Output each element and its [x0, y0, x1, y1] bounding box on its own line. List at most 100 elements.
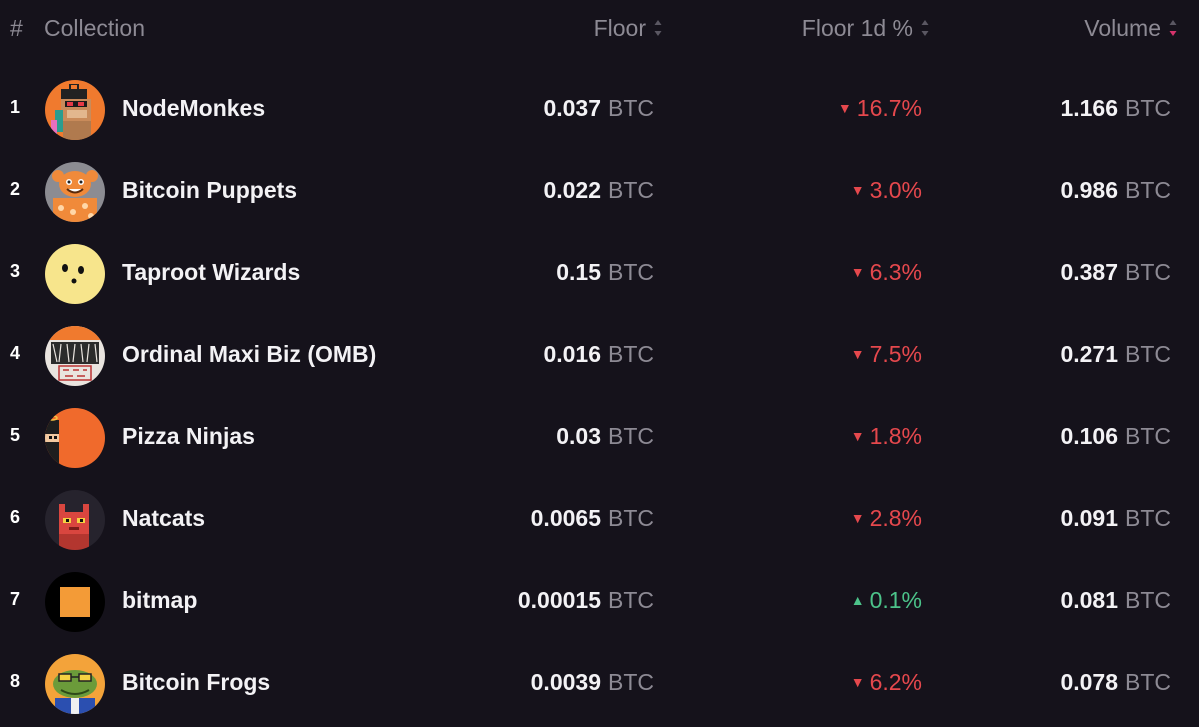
- rank-number: 8: [10, 671, 21, 691]
- volume-unit: BTC: [1125, 669, 1171, 695]
- down-arrow-icon: ▼: [850, 674, 865, 690]
- rank-column-header: #: [10, 15, 23, 41]
- floor-price: 0.03 BTC: [556, 423, 654, 450]
- volume: 1.166 BTC: [1060, 95, 1171, 122]
- floor-change-value: 2.8%: [869, 505, 922, 531]
- volume-value: 1.166: [1060, 95, 1118, 121]
- floor-change-value: 6.2%: [869, 669, 922, 695]
- floor-value: 0.0065: [530, 505, 601, 531]
- collection-name[interactable]: NodeMonkes: [122, 95, 266, 121]
- floor-unit: BTC: [608, 259, 654, 285]
- floor-value: 0.15: [556, 259, 601, 285]
- floor-value: 0.00015: [517, 587, 601, 613]
- sort-icon[interactable]: [919, 15, 931, 41]
- floor-change: ▼ 7.5%: [851, 341, 922, 368]
- floor-1d-header-label: Floor 1d %: [801, 15, 913, 41]
- floor-1d-column-header[interactable]: Floor 1d %: [802, 14, 931, 43]
- volume-unit: BTC: [1125, 587, 1171, 613]
- floor-value: 0.0039: [530, 669, 601, 695]
- floor-value: 0.037: [543, 95, 601, 121]
- rank-number: 2: [10, 179, 21, 199]
- floor-unit: BTC: [608, 95, 654, 121]
- floor-unit: BTC: [608, 505, 654, 531]
- floor-unit: BTC: [608, 423, 654, 449]
- floor-change: ▼ 3.0%: [851, 177, 922, 204]
- rank-number: 7: [10, 589, 21, 609]
- rank-number: 5: [10, 425, 21, 445]
- volume-unit: BTC: [1125, 423, 1171, 449]
- floor-unit: BTC: [608, 177, 654, 203]
- collection-name[interactable]: Ordinal Maxi Biz (OMB): [122, 341, 377, 367]
- down-arrow-icon: ▼: [850, 264, 865, 280]
- volume: 0.986 BTC: [1060, 177, 1171, 204]
- wizard-avatar-icon: [45, 244, 105, 304]
- sort-descending-icon[interactable]: [1167, 15, 1179, 41]
- floor-change: ▼ 2.8%: [851, 505, 922, 532]
- volume-unit: BTC: [1125, 341, 1171, 367]
- ninja-avatar-icon: [45, 408, 105, 468]
- collection-name[interactable]: Pizza Ninjas: [122, 423, 255, 449]
- collection-name[interactable]: Natcats: [122, 505, 206, 531]
- volume: 0.271 BTC: [1060, 341, 1171, 368]
- table-row[interactable]: 2 Bitcoin Puppets 0.022 BTC ▼ 3.0% 0: [0, 151, 1199, 233]
- bitmap-avatar-icon: [45, 572, 105, 632]
- floor-price: 0.0065 BTC: [531, 505, 654, 532]
- floor-change-value: 16.7%: [856, 95, 922, 121]
- floor-change-value: 0.1%: [869, 587, 922, 613]
- omb-avatar-icon: [45, 326, 105, 386]
- floor-price: 0.0039 BTC: [531, 669, 654, 696]
- table-row[interactable]: 4 Ordinal Maxi Biz (OMB) 0.016 BTC ▼ 7.5% …: [0, 315, 1199, 397]
- down-arrow-icon: ▼: [837, 100, 852, 116]
- floor-unit: BTC: [608, 587, 654, 613]
- table-row[interactable]: 1 NodeMonkes 0.037 BTC ▼ 16.7% 1.166 BTC: [0, 69, 1199, 151]
- table-row[interactable]: 3 Taproot Wizards 0.15 BTC ▼ 6.3% 0.387 BTC: [0, 233, 1199, 315]
- collection-name[interactable]: Bitcoin Puppets: [122, 177, 298, 203]
- collection-name[interactable]: bitmap: [122, 587, 198, 613]
- rank-number: 4: [10, 343, 21, 363]
- volume-unit: BTC: [1125, 505, 1171, 531]
- down-arrow-icon: ▼: [850, 182, 865, 198]
- table-row[interactable]: 6 Natcats 0.0065 BTC ▼ 2.8% 0.091 BTC: [0, 479, 1199, 561]
- volume-value: 0.091: [1060, 505, 1118, 531]
- table-row[interactable]: 8 Bitcoin Frogs 0.0039 BTC ▼ 6.2% 0.078 BTC: [0, 643, 1199, 725]
- rank-number: 3: [10, 261, 21, 281]
- table-header: # Collection Floor Floor 1d % Volume: [0, 0, 1199, 56]
- up-arrow-icon: ▲: [850, 592, 865, 608]
- collection-name[interactable]: Taproot Wizards: [122, 259, 301, 285]
- frog-avatar-icon: [45, 654, 105, 714]
- table-row[interactable]: 7 bitmap 0.00015 BTC ▲ 0.1% 0.081 BTC: [0, 561, 1199, 643]
- volume-value: 0.106: [1060, 423, 1118, 449]
- volume: 0.106 BTC: [1060, 423, 1171, 450]
- volume: 0.387 BTC: [1060, 259, 1171, 286]
- volume-header-label: Volume: [1084, 15, 1161, 41]
- floor-value: 0.022: [543, 177, 601, 203]
- volume-unit: BTC: [1125, 95, 1171, 121]
- collection-column-header: Collection: [44, 15, 145, 41]
- table-row[interactable]: 5 Pizza Ninjas 0.03 BTC ▼ 1.8% 0.106 BTC: [0, 397, 1199, 479]
- down-arrow-icon: ▼: [850, 510, 865, 526]
- floor-change: ▼ 1.8%: [851, 423, 922, 450]
- floor-column-header[interactable]: Floor: [594, 14, 664, 43]
- floor-price: 0.00015 BTC: [518, 587, 654, 614]
- floor-price: 0.022 BTC: [543, 177, 654, 204]
- volume-value: 0.081: [1060, 587, 1118, 613]
- floor-value: 0.03: [556, 423, 601, 449]
- floor-change: ▲ 0.1%: [851, 587, 922, 614]
- volume-column-header[interactable]: Volume: [1084, 14, 1179, 43]
- volume-value: 0.986: [1060, 177, 1118, 203]
- volume-value: 0.078: [1060, 669, 1118, 695]
- rank-number: 6: [10, 507, 21, 527]
- down-arrow-icon: ▼: [850, 428, 865, 444]
- volume: 0.091 BTC: [1060, 505, 1171, 532]
- floor-change: ▼ 6.2%: [851, 669, 922, 696]
- floor-change: ▼ 6.3%: [851, 259, 922, 286]
- floor-unit: BTC: [608, 341, 654, 367]
- sort-icon[interactable]: [652, 15, 664, 41]
- down-arrow-icon: ▼: [850, 346, 865, 362]
- rank-number: 1: [10, 97, 21, 117]
- collection-name[interactable]: Bitcoin Frogs: [122, 669, 271, 695]
- floor-change-value: 6.3%: [869, 259, 922, 285]
- puppet-avatar-icon: [45, 162, 105, 222]
- cat-avatar-icon: [45, 490, 105, 550]
